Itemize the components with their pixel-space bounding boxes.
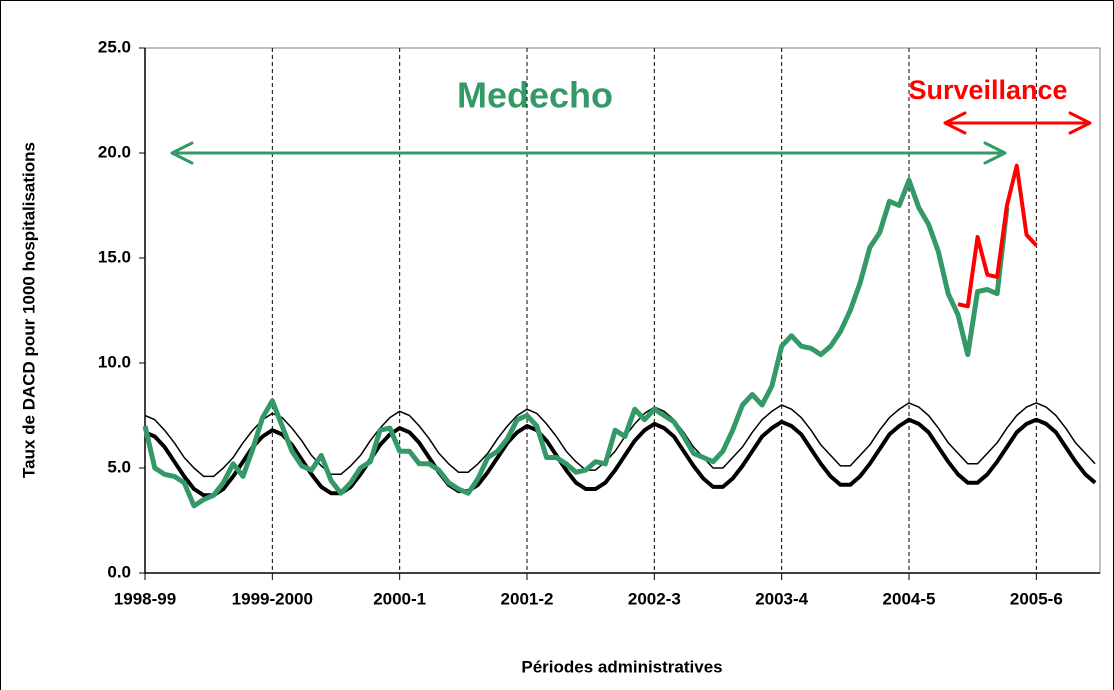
x-tick-label: 2000-1 [373,589,426,608]
plot-area [144,47,1101,574]
x-axis-title: Périodes administratives [521,657,722,676]
y-tick-label: 0.0 [107,562,131,581]
series-line [957,163,1038,309]
y-tick-label: 20.0 [98,142,131,161]
y-tick-label: 10.0 [98,352,131,371]
surveillance-arrow-head [943,111,1092,135]
x-tick-label: 1998-99 [114,589,176,608]
medecho-arrow-head [170,141,1007,165]
y-tick-label: 15.0 [98,247,131,266]
series-line [142,177,1010,509]
series-line [144,417,1097,498]
x-tick-label: 2002-3 [628,589,681,608]
annotation: Medecho [457,75,613,116]
x-tick-label: 2003-4 [755,589,808,608]
y-tick-label: 5.0 [107,457,131,476]
y-axis-title: Taux de DACD pour 1000 hospitalisations [19,142,38,478]
y-tick-label: 25.0 [98,37,131,56]
annotation: Surveillance [908,75,1067,105]
x-tick-label: 2005-6 [1010,589,1063,608]
x-tick-label: 2001-2 [501,589,554,608]
series-line [144,402,1096,478]
x-tick-label: 1999-2000 [232,589,313,608]
x-tick-label: 2004-5 [883,589,936,608]
